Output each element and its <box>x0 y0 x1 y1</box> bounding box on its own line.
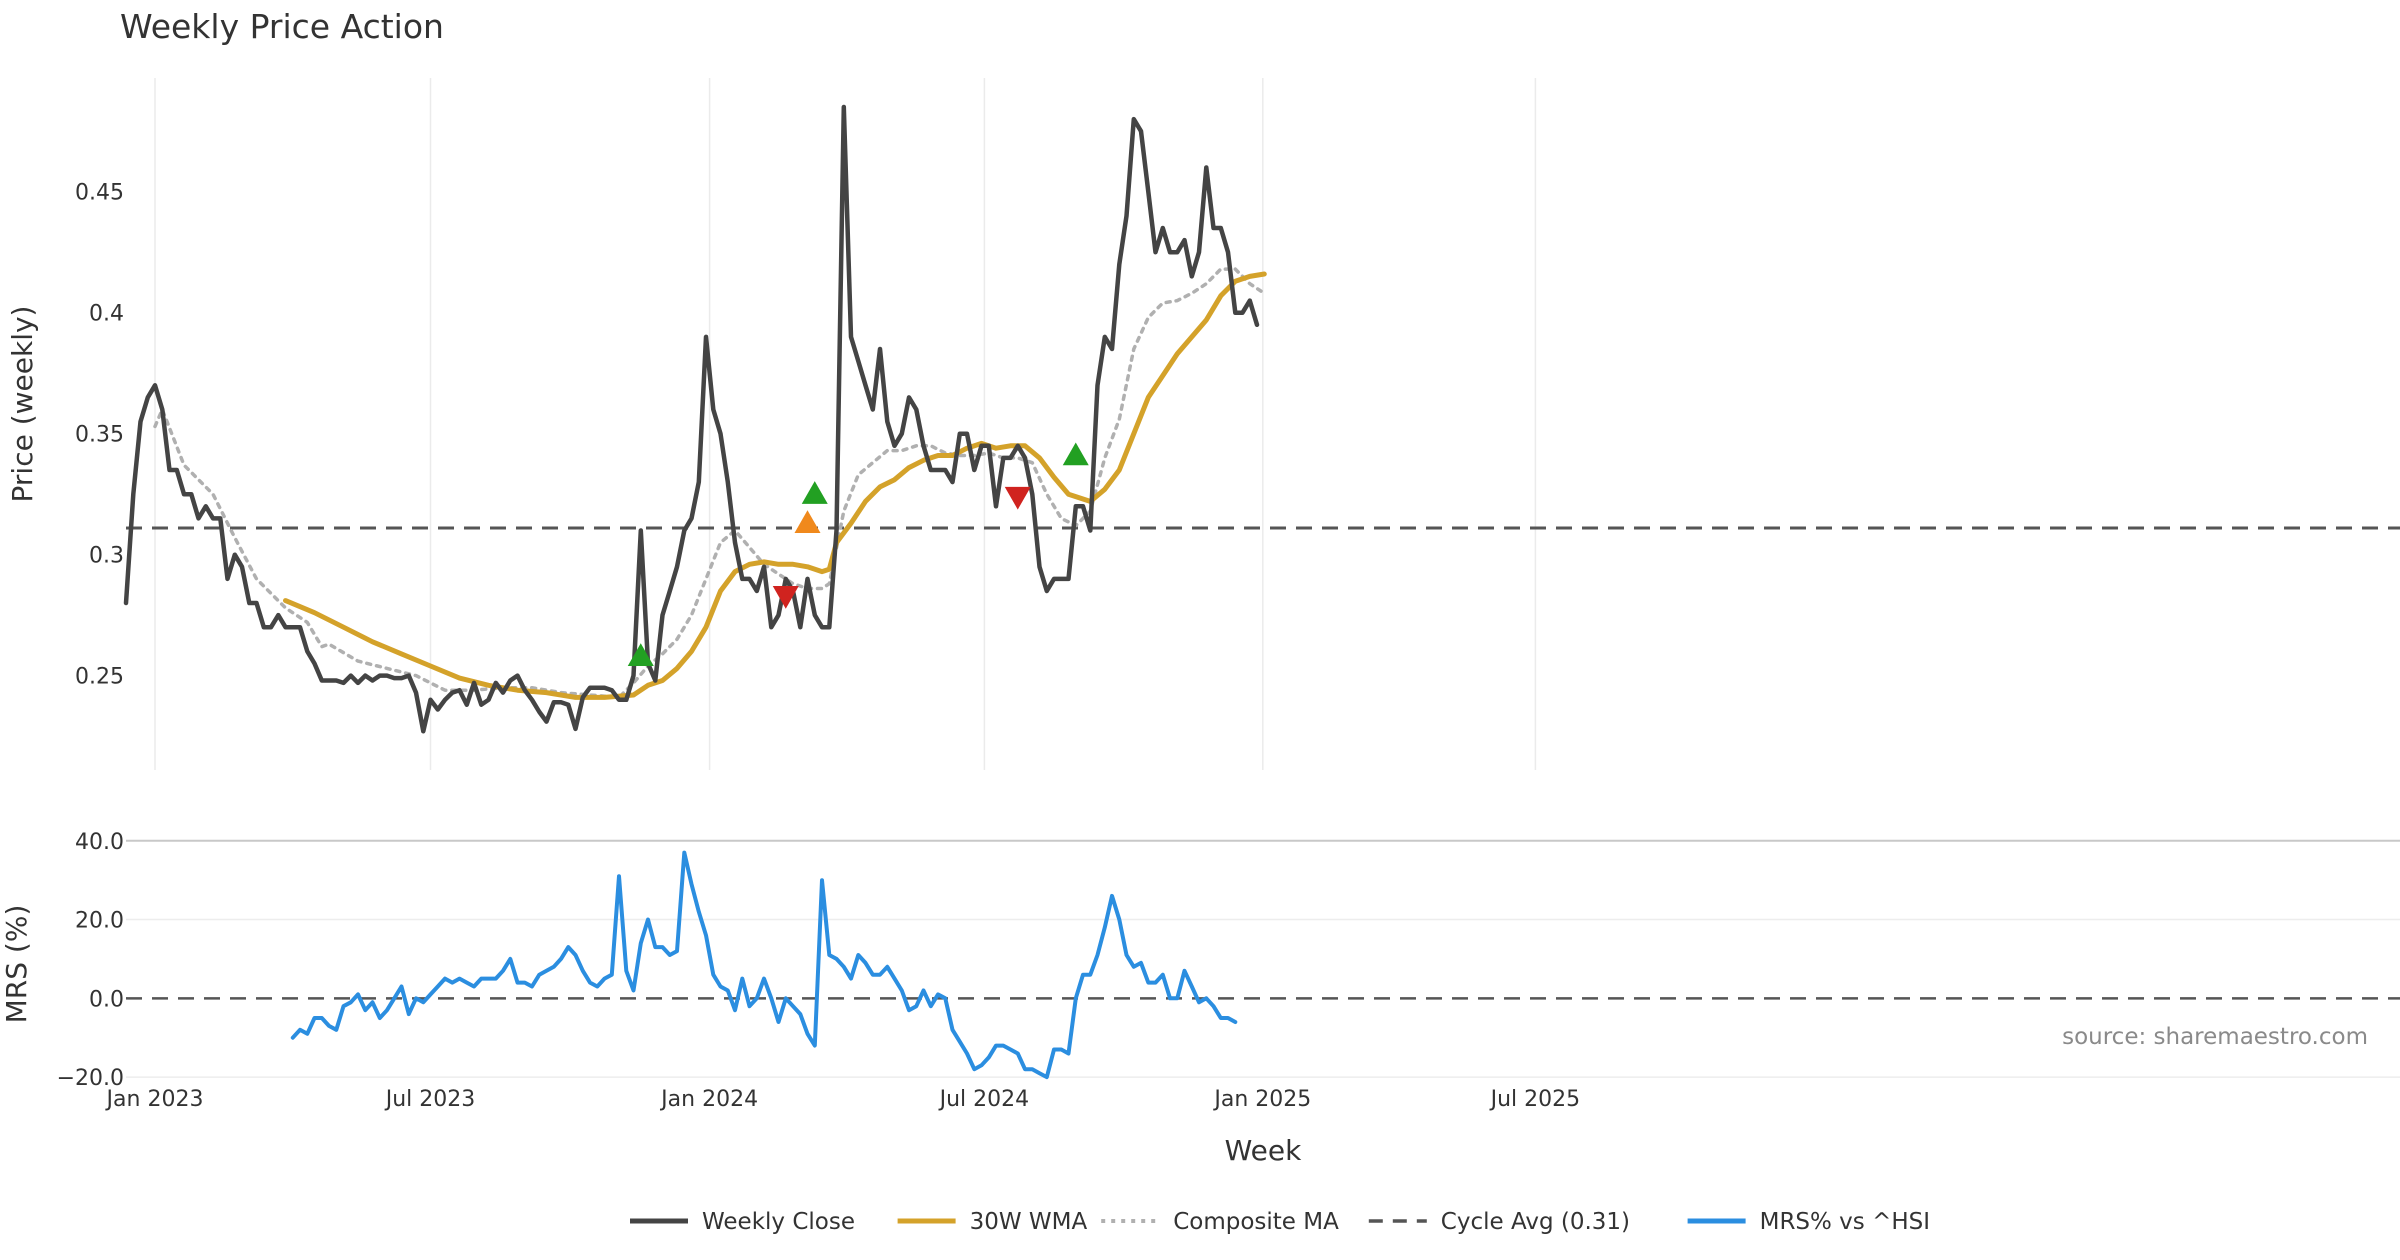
x-tick-label: Jan 2025 <box>1212 1087 1311 1112</box>
price-y-tick-label: 0.45 <box>75 181 124 206</box>
legend-label: Weekly Close <box>702 1209 855 1235</box>
source-note: source: sharemaestro.com <box>2062 1024 2368 1050</box>
mrs-panel <box>126 850 2400 1080</box>
buy-signal-marker <box>627 643 654 667</box>
price-grid: 0.25 0.3 0.35 0.4 0.45 <box>75 78 1537 770</box>
weekly-close-line <box>123 104 1260 734</box>
price-y-tick-label: 0.25 <box>75 665 124 690</box>
x-tick-label: Jan 2023 <box>105 1087 204 1112</box>
x-tick-label: Jul 2025 <box>1489 1087 1581 1112</box>
x-axis-ticks: Jan 2023 Jul 2023 Jan 2024 Jul 2024 Jan 2025… <box>105 1087 1581 1112</box>
legend-label: Composite MA <box>1173 1209 1339 1235</box>
price-axis-title: Price (weekly) <box>6 306 39 503</box>
price-y-tick-label: 0.35 <box>75 423 124 448</box>
price-y-tick-label: 0.3 <box>89 544 124 569</box>
x-axis-title: Week <box>1225 1134 1302 1167</box>
mrs-line <box>290 850 1238 1080</box>
mrs-y-tick-label: 40.0 <box>75 830 124 855</box>
buy-signal-marker <box>794 510 821 533</box>
x-tick-label: Jul 2024 <box>938 1087 1030 1112</box>
buy-signal-marker <box>1062 442 1089 466</box>
mrs-y-tick-label: 0.0 <box>89 987 124 1012</box>
price-panel <box>123 104 2400 734</box>
price-y-tick-label: 0.4 <box>89 302 124 327</box>
legend: Weekly Close 30W WMA Composite MA Cycle Avg… <box>630 1209 1930 1235</box>
mrs-y-tick-label: −20.0 <box>57 1066 124 1091</box>
mrs-y-tick-label: 20.0 <box>75 909 124 934</box>
buy-signal-marker <box>801 481 828 504</box>
chart-title: Weekly Price Action <box>120 7 444 46</box>
mrs-grid: 40.0 20.0 0.0 −20.0 <box>57 830 2400 1091</box>
wma-30w-line <box>283 271 1267 700</box>
x-tick-label: Jul 2023 <box>384 1087 476 1112</box>
legend-label: Cycle Avg (0.31) <box>1441 1209 1630 1235</box>
sell-signal-marker <box>1004 486 1031 510</box>
x-tick-label: Jan 2024 <box>659 1087 758 1112</box>
sell-signal-marker <box>772 586 799 609</box>
legend-label: MRS% vs ^HSI <box>1760 1209 1930 1235</box>
legend-label: 30W WMA <box>970 1209 1088 1235</box>
mrs-axis-title: MRS (%) <box>0 905 33 1024</box>
